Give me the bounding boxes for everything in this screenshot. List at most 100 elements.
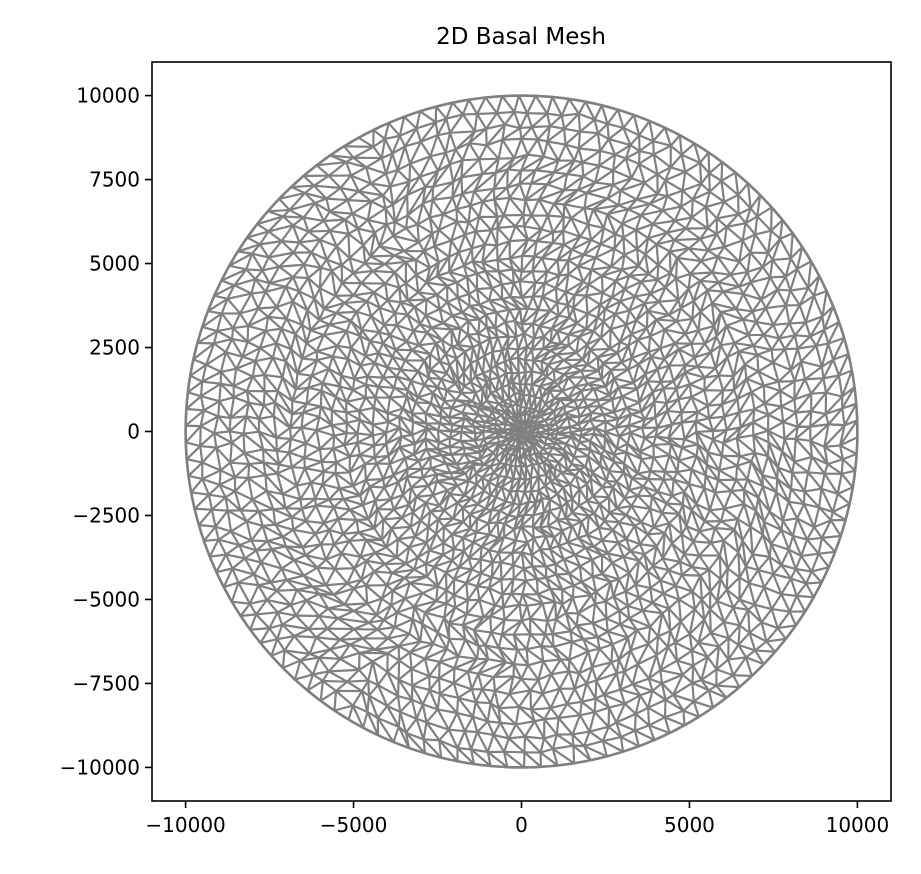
mesh-edge: [731, 480, 736, 491]
mesh-edge: [672, 480, 674, 496]
mesh-edge: [360, 653, 373, 662]
mesh-edge: [600, 644, 613, 648]
mesh-edge: [719, 456, 722, 470]
mesh-edge: [548, 204, 554, 216]
mesh-edge: [650, 121, 654, 141]
mesh-edge: [471, 732, 477, 749]
mesh-edge: [358, 442, 360, 454]
mesh-edge: [399, 652, 410, 660]
mesh-edge: [618, 539, 626, 542]
mesh-edge: [690, 384, 692, 397]
mesh-edge: [385, 139, 392, 154]
mesh-edge: [582, 162, 599, 165]
mesh-edge: [553, 746, 573, 749]
mesh-edge: [822, 536, 841, 538]
mesh-edge: [505, 112, 515, 125]
mesh-edge: [440, 662, 455, 668]
mesh-edge: [584, 255, 596, 258]
mesh-edge: [562, 585, 573, 589]
mesh-edge: [200, 446, 202, 463]
mesh-edge: [682, 675, 692, 683]
mesh-edge: [620, 618, 629, 624]
mesh-edge: [304, 449, 320, 458]
mesh-edge: [348, 234, 349, 258]
mesh-edge: [721, 162, 722, 181]
mesh-edge: [569, 671, 575, 688]
mesh-edge: [822, 538, 835, 552]
mesh-edge: [214, 343, 226, 352]
mesh-edge: [719, 375, 723, 390]
mesh-edge: [639, 121, 650, 135]
mesh-edge: [478, 674, 493, 677]
mesh-edge: [674, 240, 689, 248]
mesh-edge: [269, 257, 280, 266]
mesh-edge: [407, 307, 414, 315]
mesh-edge: [312, 376, 323, 384]
mesh-edge: [766, 308, 774, 325]
mesh-edge: [393, 727, 398, 742]
mesh-edge: [623, 237, 624, 254]
mesh-edge: [595, 602, 606, 604]
mesh-edge: [365, 464, 366, 480]
mesh-edge: [755, 587, 764, 604]
mesh-edge: [463, 159, 480, 160]
mesh-edge: [559, 718, 573, 734]
mesh-edge: [465, 717, 473, 731]
mesh-edge: [728, 552, 739, 568]
mesh-edge: [476, 689, 482, 702]
mesh-edge: [394, 377, 397, 388]
mesh-edge: [214, 433, 232, 442]
mesh-edge: [680, 135, 682, 154]
mesh-edge: [615, 314, 626, 325]
mesh-edge: [423, 593, 437, 601]
mesh-edge: [479, 217, 491, 230]
mesh-edge: [406, 262, 416, 275]
mesh-edge: [538, 589, 551, 595]
mesh-edge: [426, 564, 427, 577]
mesh-edge: [510, 240, 528, 241]
mesh-edge: [411, 371, 418, 381]
mesh-edge: [639, 254, 646, 266]
mesh-edge: [685, 334, 691, 344]
mesh-edge: [530, 680, 538, 691]
mesh-edge: [195, 509, 212, 510]
mesh-edge: [424, 722, 427, 739]
mesh-edge: [245, 551, 256, 559]
mesh-edge: [378, 630, 388, 639]
mesh-edge: [584, 741, 603, 746]
mesh-edge: [716, 646, 718, 669]
mesh-edge: [562, 116, 564, 129]
mesh-edge: [450, 131, 475, 132]
mesh-edge: [294, 636, 316, 637]
mesh-edge: [374, 564, 385, 572]
mesh-edge: [476, 702, 491, 703]
mesh-edge: [674, 239, 700, 240]
mesh-edge: [354, 588, 367, 603]
mesh-edge: [801, 362, 805, 380]
mesh-edge: [639, 135, 640, 151]
mesh-edge: [577, 323, 586, 329]
mesh-edge: [594, 504, 599, 514]
mesh-edge: [234, 391, 247, 397]
mesh-edge: [361, 316, 371, 330]
mesh-edge: [700, 163, 701, 184]
mesh-edge: [694, 301, 701, 312]
mesh-edge: [816, 346, 822, 367]
mesh-edge: [638, 340, 649, 352]
mesh-edge: [386, 205, 393, 209]
mesh-edge: [781, 407, 783, 422]
mesh-edge: [739, 346, 753, 351]
mesh-edge: [457, 698, 458, 713]
mesh-edge: [592, 555, 602, 560]
mesh-edge: [397, 370, 401, 377]
mesh-edge: [388, 398, 391, 414]
mesh-edge: [365, 356, 374, 363]
mesh-edge: [419, 242, 424, 251]
mesh-edge: [658, 180, 666, 194]
mesh-edge: [657, 174, 665, 180]
mesh-edge: [373, 264, 385, 271]
mesh-edge: [552, 97, 561, 116]
mesh-edge: [739, 351, 757, 354]
mesh-edge: [499, 270, 513, 272]
mesh-edge: [342, 258, 350, 265]
